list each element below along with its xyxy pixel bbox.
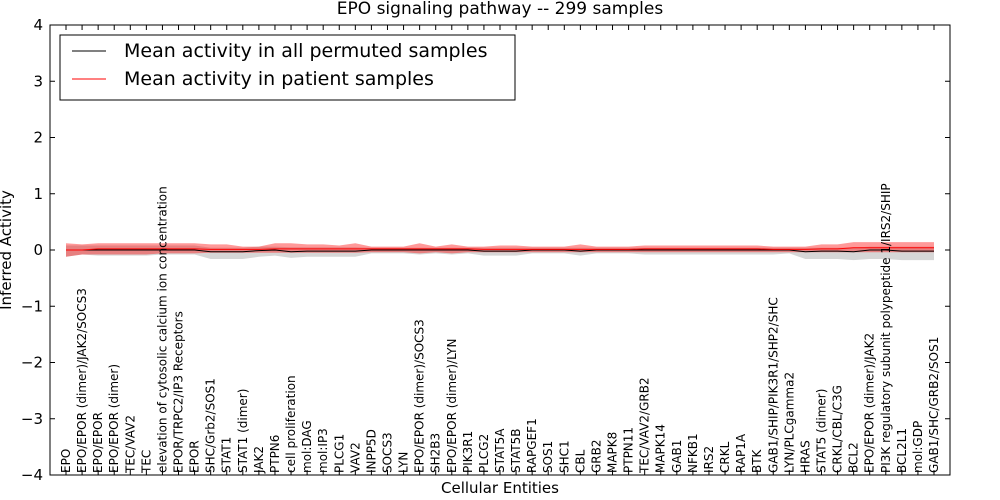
y-tick-label: 2 <box>33 129 43 147</box>
x-tick-label: HRAS <box>798 440 812 473</box>
y-tick-label: −1 <box>21 297 43 315</box>
x-tick-label: CRKL/CBL/C3G <box>831 385 845 473</box>
x-tick-label: SH2B3 <box>429 433 443 473</box>
x-tick-label: PIK3R1 <box>461 431 475 473</box>
x-tick-label: STAT5A <box>493 428 507 473</box>
x-tick-label: PLCG2 <box>477 434 491 473</box>
x-tick-label: PI3K regulatory subunit polypeptide 1/IR… <box>879 183 893 473</box>
x-tick-label: GRB2 <box>589 439 603 473</box>
legend: Mean activity in all permuted samples Me… <box>59 34 516 101</box>
x-tick-label: RAPGEF1 <box>525 418 539 473</box>
x-tick-label: INPP5D <box>364 429 378 473</box>
x-tick-label: mol:IP3 <box>316 428 330 473</box>
x-tick-label: mol:DAG <box>300 420 314 473</box>
x-tick-label: CBL <box>573 449 587 473</box>
x-tick-label: EPO/EPOR (dimer) <box>107 364 121 473</box>
x-tick-label: GAB1/SHIP/PIK3R1/SHP2/SHC <box>766 297 780 473</box>
x-tick-label: EPO/EPOR (dimer)/LYN <box>445 339 459 473</box>
x-tick-label: MAPK14 <box>654 424 668 473</box>
x-tick-label: SOCS3 <box>381 432 395 473</box>
y-tick-label: 0 <box>33 241 43 259</box>
x-tick-label: VAV2 <box>348 442 362 473</box>
x-tick-label: BCL2 <box>847 442 861 473</box>
x-tick-label: JAK2 <box>252 446 266 474</box>
x-tick-label: SHC1 <box>557 440 571 473</box>
series-line-patient <box>66 247 934 251</box>
y-axis-label: Inferred Activity <box>0 190 15 310</box>
x-tick-label: IRS2 <box>702 446 716 473</box>
x-tick-label: SOS1 <box>541 441 555 473</box>
x-tick-label: LYN/PLCgamma2 <box>782 372 796 473</box>
y-tick-label: 4 <box>33 16 43 34</box>
y-tick-label: −3 <box>21 410 43 428</box>
x-tick-label: EPOR/TRPC2/IP3 Receptors <box>172 311 186 473</box>
x-tick-label: PTPN6 <box>268 435 282 473</box>
y-tick-label: 3 <box>33 72 43 90</box>
legend-label-permuted: Mean activity in all permuted samples <box>124 40 487 62</box>
x-tick-label: mol:GDP <box>911 421 925 473</box>
x-tick-label: LYN <box>397 452 411 473</box>
y-tick-label: 1 <box>33 185 43 203</box>
x-axis-label: Cellular Entities <box>441 479 559 497</box>
y-tick-label: −2 <box>21 354 43 372</box>
y-axis-ticks: −4 −3 −2 −1 0 1 2 3 4 <box>21 16 950 484</box>
x-tick-label: STAT5 (dimer) <box>815 389 829 473</box>
x-tick-label: EPO/EPOR (dimer)/JAK2 <box>863 333 877 473</box>
x-tick-label: PTPN11 <box>622 427 636 473</box>
x-tick-label: STAT1 <box>220 437 234 473</box>
chart-title: EPO signaling pathway -- 299 samples <box>337 0 664 19</box>
x-tick-label: EPOR <box>188 440 202 473</box>
x-tick-label: elevation of cytosolic calcium ion conce… <box>155 186 169 473</box>
x-tick-label: EPO/EPOR (dimer)/JAK2/SOCS3 <box>75 288 89 473</box>
x-tick-label: GAB1 <box>670 440 684 473</box>
series-line-permuted <box>66 249 934 253</box>
x-tick-label: TEC/VAV2 <box>123 415 137 474</box>
x-tick-label: TEC/VAV2/GRB2 <box>638 377 652 474</box>
x-tick-label: cell proliferation <box>284 375 298 473</box>
x-tick-label: MAPK8 <box>606 432 620 473</box>
x-tick-label: BCL2L1 <box>895 428 909 473</box>
x-tick-label: EPO <box>59 449 73 473</box>
y-tick-label: −4 <box>21 466 43 484</box>
x-axis-ticks: EPO EPO/EPOR (dimer)/JAK2/SOCS3 EPO/EPOR EP… <box>59 25 941 475</box>
x-tick-label: PLCG1 <box>332 434 346 473</box>
x-tick-label: EPO/EPOR <box>91 412 105 473</box>
x-tick-label: RAP1A <box>734 433 748 473</box>
series-lines <box>66 247 934 253</box>
x-tick-label: SHC/Grb2/SOS1 <box>204 378 218 473</box>
legend-label-patient: Mean activity in patient samples <box>124 68 434 90</box>
x-tick-label: TEC <box>139 450 153 474</box>
plot-frame <box>49 24 951 476</box>
x-tick-label: STAT1 (dimer) <box>236 389 250 473</box>
x-tick-label: BTK <box>750 448 764 473</box>
legend-box <box>59 34 516 101</box>
x-tick-label: STAT5B <box>509 429 523 474</box>
x-tick-label: EPO/EPOR (dimer)/SOCS3 <box>413 319 427 473</box>
x-tick-label: GAB1/SHC/GRB2/SOS1 <box>927 337 941 473</box>
x-tick-label: NFKB1 <box>686 433 700 473</box>
x-tick-label: CRKL <box>718 441 732 473</box>
